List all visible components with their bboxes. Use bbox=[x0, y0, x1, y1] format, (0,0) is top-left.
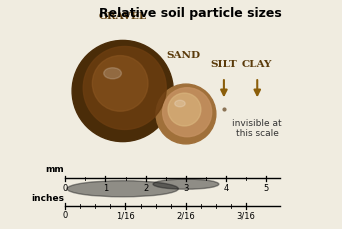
Ellipse shape bbox=[153, 179, 219, 189]
Text: 2: 2 bbox=[143, 183, 148, 192]
Text: SILT: SILT bbox=[211, 60, 237, 69]
Text: 4: 4 bbox=[224, 183, 229, 192]
Ellipse shape bbox=[67, 181, 179, 197]
Text: SAND: SAND bbox=[167, 50, 201, 60]
Circle shape bbox=[92, 56, 148, 112]
Text: invisible at
this scale: invisible at this scale bbox=[233, 119, 282, 138]
Circle shape bbox=[168, 94, 201, 126]
Circle shape bbox=[72, 41, 173, 142]
Ellipse shape bbox=[175, 101, 185, 107]
Circle shape bbox=[156, 85, 216, 144]
Text: 2/16: 2/16 bbox=[176, 210, 195, 219]
Text: 0: 0 bbox=[63, 210, 68, 219]
Circle shape bbox=[83, 47, 166, 130]
Text: 1: 1 bbox=[103, 183, 108, 192]
Text: 0: 0 bbox=[63, 183, 68, 192]
Text: GRAVEL: GRAVEL bbox=[98, 11, 147, 21]
Text: 1/16: 1/16 bbox=[116, 210, 135, 219]
Text: 3: 3 bbox=[183, 183, 189, 192]
Text: mm: mm bbox=[45, 164, 64, 173]
Text: 3/16: 3/16 bbox=[237, 210, 256, 219]
Text: Relative soil particle sizes: Relative soil particle sizes bbox=[98, 7, 281, 20]
Text: 5: 5 bbox=[264, 183, 269, 192]
Ellipse shape bbox=[104, 68, 121, 79]
Text: CLAY: CLAY bbox=[242, 60, 273, 69]
Circle shape bbox=[163, 88, 212, 137]
Text: inches: inches bbox=[31, 193, 64, 202]
